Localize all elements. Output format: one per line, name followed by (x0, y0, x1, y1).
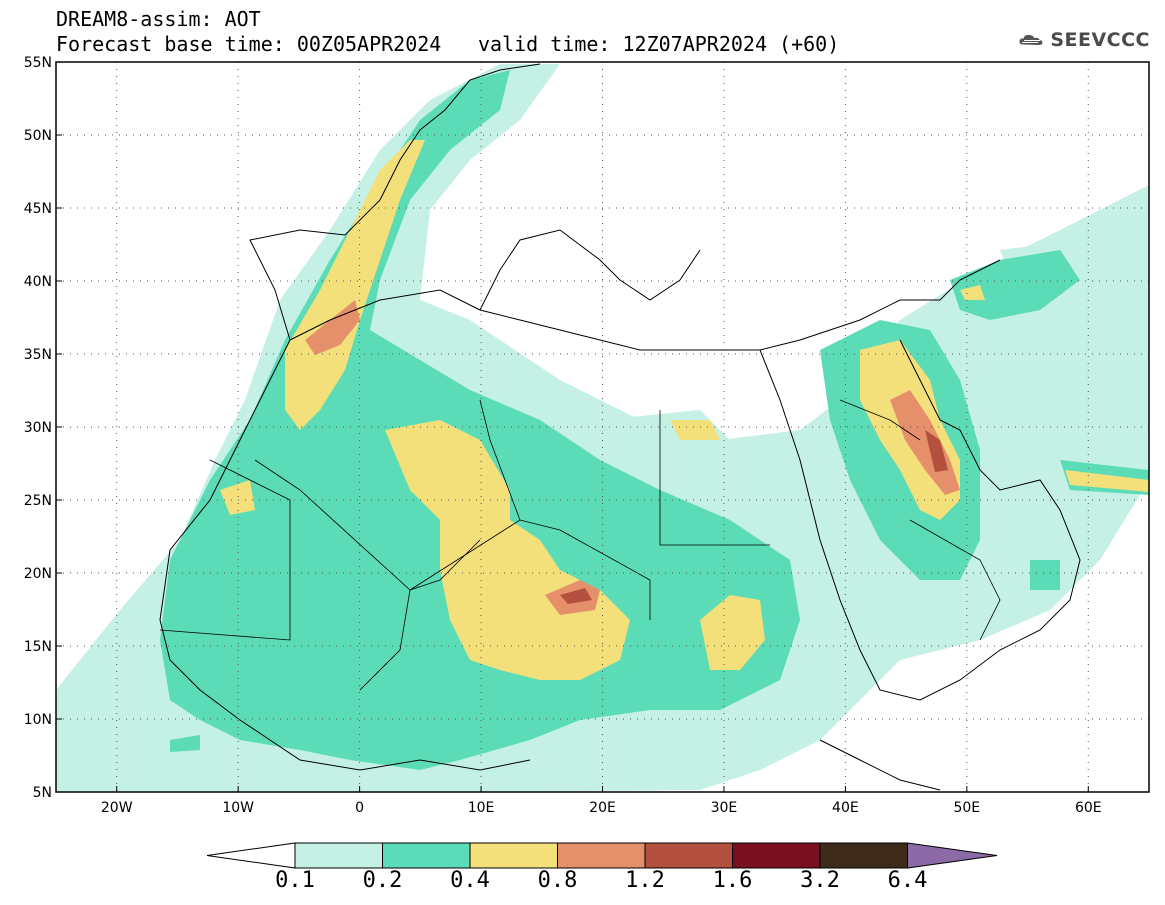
valid-time: valid time: 12Z07APR2024 (+60) (478, 32, 840, 56)
colorbar-label: 3.2 (800, 868, 840, 893)
lat-label: 30N (24, 420, 52, 436)
coastlines (159, 63, 1081, 791)
lat-label: 25N (24, 493, 52, 509)
colorbar-segment (644, 842, 733, 869)
graticule (56, 62, 1149, 792)
colorbar-label: 1.6 (712, 868, 753, 893)
lat-label: 5N (33, 785, 52, 801)
colorbar-label: 1.2 (625, 868, 665, 893)
lat-label: 40N (24, 274, 52, 290)
latitude-axis: 55N 50N 45N 40N 35N 30N 25N 20N 15N 10N 5N (24, 55, 62, 801)
lon-label: 40E (832, 800, 859, 816)
colorbar-segment (732, 842, 821, 869)
country-borders (159, 399, 1001, 691)
lat-label: 35N (24, 347, 52, 363)
colorbar-segment (469, 842, 558, 869)
lon-label: 20E (589, 800, 616, 816)
lat-label: 20N (24, 566, 52, 582)
colorbar (206, 842, 998, 869)
lat-label: 15N (24, 639, 52, 655)
base-time: Forecast base time: 00Z05APR2024 (56, 32, 442, 56)
seevccc-logo: SEEVCCC (1018, 26, 1150, 54)
colorbar-segment (294, 842, 383, 869)
colorbar-segment (382, 842, 471, 869)
lon-label: 0 (355, 800, 364, 816)
colorbar-segment (819, 842, 908, 869)
colorbar-label: 0.8 (537, 868, 578, 893)
lat-label: 50N (24, 128, 52, 144)
lat-label: 55N (24, 55, 52, 71)
lon-label: 10W (222, 800, 254, 816)
map-title: DREAM8-assim: AOT (56, 7, 261, 31)
lon-label: 20W (101, 800, 133, 816)
logo-text: SEEVCCC (1050, 29, 1150, 51)
cloud-icon (1019, 34, 1043, 46)
colorbar-label: 6.4 (887, 868, 928, 893)
lon-label: 60E (1075, 800, 1102, 816)
colorbar-under-arrow (206, 842, 296, 869)
colorbar-label: 0.2 (362, 868, 403, 893)
lon-label: 10E (468, 800, 495, 816)
aot-field-1.2 (560, 430, 948, 604)
colorbar-over-arrow (907, 842, 998, 869)
lat-label: 10N (24, 712, 52, 728)
lon-label: 30E (711, 800, 738, 816)
longitude-axis: 20W 10W 0 10E 20E 30E 40E 50E 60E (101, 786, 1102, 816)
lon-label: 50E (953, 800, 980, 816)
colorbar-label: 0.1 (275, 868, 315, 893)
colorbar-segment (557, 842, 646, 869)
colorbar-label: 0.4 (450, 868, 490, 893)
lat-label: 45N (24, 201, 52, 217)
